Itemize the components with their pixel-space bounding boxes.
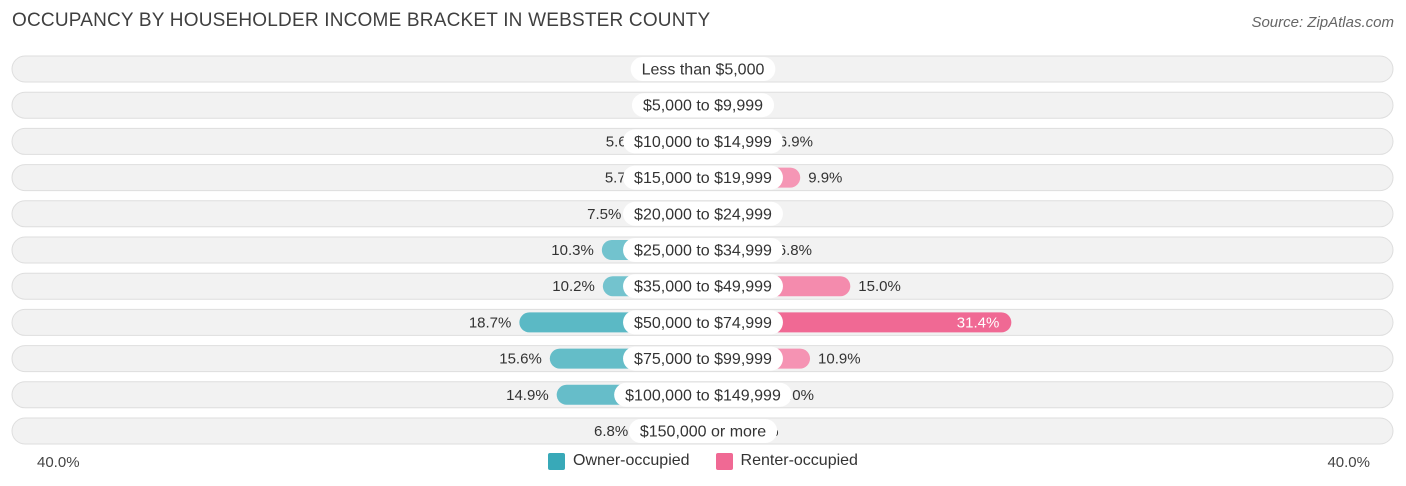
category-label: Less than $5,000 <box>642 62 765 79</box>
category-pill <box>623 165 783 190</box>
legend-swatch-renter <box>715 452 733 470</box>
legend-label-owner: Owner-occupied <box>573 452 690 469</box>
legend-swatch-owner <box>548 452 566 470</box>
category-label: $150,000 or more <box>640 424 766 441</box>
category-label: $35,000 to $49,999 <box>634 279 772 296</box>
category-label: $20,000 to $24,999 <box>634 206 772 223</box>
category-pill <box>623 346 783 371</box>
value-label-owner: 14.9% <box>506 387 549 404</box>
category-label: $100,000 to $149,999 <box>625 387 781 404</box>
value-label-owner: 10.3% <box>551 242 594 259</box>
value-label-renter: 6.9% <box>779 133 813 150</box>
value-label-renter: 9.9% <box>808 170 842 187</box>
category-pill <box>630 57 776 81</box>
axis-right-label: 40.0% <box>1327 454 1370 471</box>
category-pill <box>628 419 778 443</box>
category-pill <box>623 238 783 262</box>
category-pill <box>623 129 783 154</box>
value-label-renter: 31.4% <box>957 314 1000 331</box>
category-label: $75,000 to $99,999 <box>634 351 772 368</box>
chart-title: OCCUPANCY BY HOUSEHOLDER INCOME BRACKET … <box>12 10 711 31</box>
category-label: $50,000 to $74,999 <box>634 315 772 332</box>
diverging-bar-chart: 2.6%2.7%Less than $5,0002.4%2.3%$5,000 t… <box>11 55 1394 445</box>
legend-item-owner: Owner-occupied <box>548 452 690 470</box>
value-label-owner: 10.2% <box>552 278 595 295</box>
value-label-owner: 7.5% <box>587 206 621 223</box>
value-label-owner: 18.7% <box>469 314 512 331</box>
category-label: $5,000 to $9,999 <box>643 98 763 115</box>
category-label: $25,000 to $34,999 <box>634 243 772 260</box>
value-label-renter: 10.9% <box>818 351 861 368</box>
value-label-renter: 15.0% <box>858 278 901 295</box>
value-label-owner: 15.6% <box>499 351 542 368</box>
source-note: Source: ZipAtlas.com <box>1251 14 1394 31</box>
legend: Owner-occupied Renter-occupied <box>0 452 1406 470</box>
axis-left-label: 40.0% <box>37 454 80 471</box>
category-pill <box>631 93 775 118</box>
legend-label-renter: Renter-occupied <box>740 452 858 469</box>
legend-item-renter: Renter-occupied <box>715 452 858 470</box>
category-label: $10,000 to $14,999 <box>634 134 772 151</box>
category-pill <box>623 274 783 299</box>
value-label-renter: 6.8% <box>778 242 812 259</box>
category-pill <box>623 310 783 335</box>
category-pill <box>623 201 783 226</box>
category-label: $15,000 to $19,999 <box>634 170 772 187</box>
value-label-owner: 6.8% <box>594 423 628 440</box>
category-pill <box>614 382 792 407</box>
